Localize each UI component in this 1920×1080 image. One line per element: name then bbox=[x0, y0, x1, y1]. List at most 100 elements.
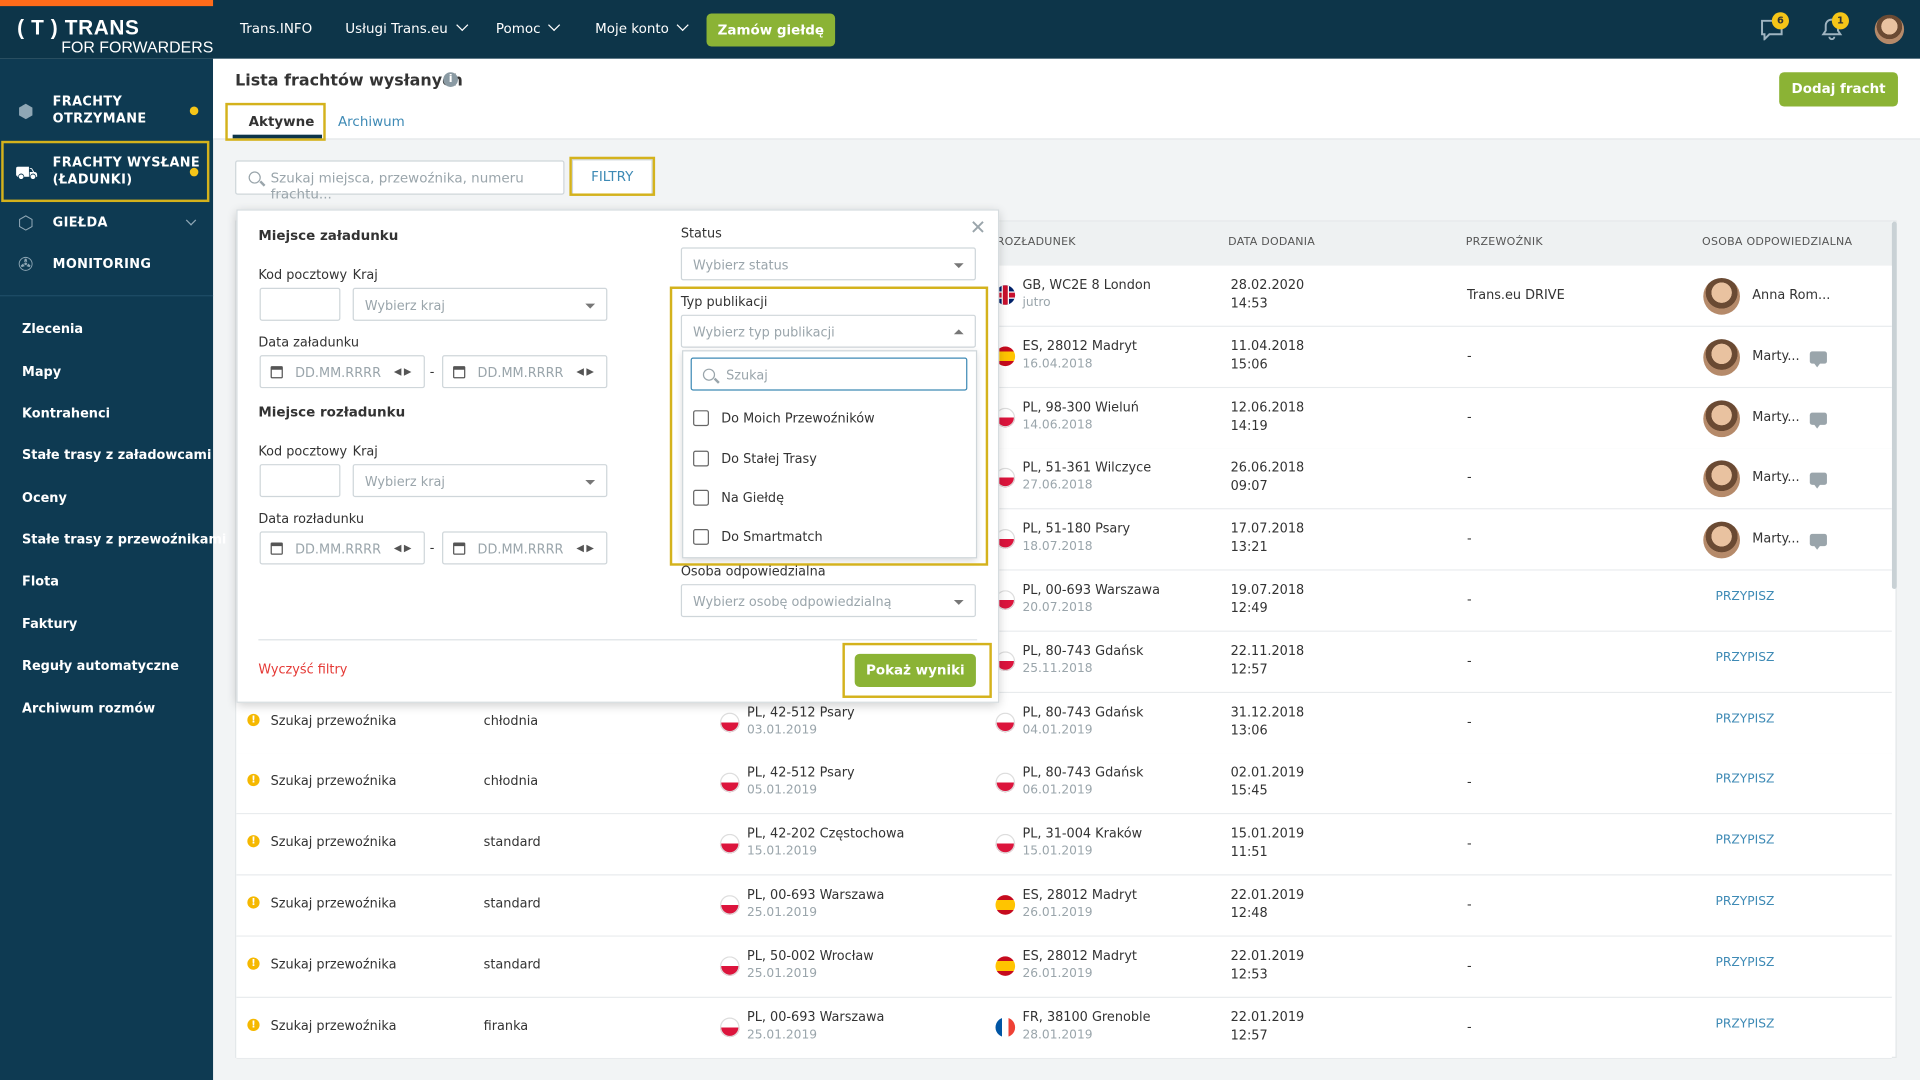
unload-date-from[interactable]: DD.MM.RRRR ◀▶ bbox=[259, 531, 425, 565]
flag-icon bbox=[995, 772, 1016, 793]
chat-icon[interactable] bbox=[1809, 533, 1827, 550]
load-postal-input[interactable] bbox=[259, 287, 341, 321]
chevron-down-icon bbox=[548, 19, 561, 32]
sidebar-link-stale-trasy-przewoznicy[interactable]: Stałe trasy z przewoźnikami bbox=[22, 532, 227, 548]
sidebar bbox=[0, 58, 214, 1080]
load-country-select[interactable]: Wybierz kraj bbox=[352, 287, 608, 321]
load-date-cell: 25.01.2019 bbox=[746, 906, 818, 920]
person-select[interactable]: Wybierz osobę odpowiedzialną bbox=[680, 584, 976, 618]
sidebar-link-archiwum-rozmow[interactable]: Archiwum rozmów bbox=[22, 701, 156, 717]
assign-link[interactable]: PRZYPISZ bbox=[1715, 712, 1775, 727]
option-do-moich-przewoznikow[interactable]: Do Moich Przewoźników bbox=[693, 410, 938, 430]
arrows-icon[interactable]: ◀▶ bbox=[393, 542, 414, 554]
added-date-cell: 02.01.2019 bbox=[1230, 765, 1305, 781]
tab-archiwum[interactable]: Archiwum bbox=[337, 113, 405, 130]
assign-link[interactable]: PRZYPISZ bbox=[1715, 651, 1775, 665]
chat-icon[interactable] bbox=[1809, 412, 1827, 429]
column-header-date-added[interactable]: DATA DODANIA bbox=[1228, 236, 1316, 249]
sidebar-link-faktury[interactable]: Faktury bbox=[22, 617, 78, 632]
close-icon[interactable]: ✕ bbox=[969, 215, 987, 239]
assign-link[interactable]: PRZYPISZ bbox=[1715, 833, 1775, 848]
tab-aktywne[interactable]: Aktywne bbox=[248, 113, 315, 130]
select-placeholder: Wybierz kraj bbox=[364, 475, 445, 490]
date-placeholder: DD.MM.RRRR bbox=[477, 542, 564, 558]
user-avatar[interactable] bbox=[1874, 14, 1905, 45]
flag-icon bbox=[995, 1017, 1016, 1038]
table-row[interactable] bbox=[236, 936, 1892, 998]
assign-link[interactable]: PRZYPISZ bbox=[1715, 895, 1775, 909]
checkbox[interactable] bbox=[693, 450, 709, 467]
nav-uslugi[interactable]: Usługi Trans.eu bbox=[345, 0, 468, 59]
option-do-stalej-trasy[interactable]: Do Stałej Trasy bbox=[693, 450, 938, 471]
filters-button[interactable]: FILTRY bbox=[571, 159, 653, 196]
sidebar-item-frachty-wyslane[interactable]: ⛟ FRACHTY WYSŁANE (ŁADUNKI) bbox=[0, 154, 213, 191]
carrier-cell: - bbox=[1466, 592, 1472, 608]
unload-place-cell: PL, 51-361 Wilczyce bbox=[1022, 460, 1152, 476]
sidebar-link-flota[interactable]: Flota bbox=[22, 574, 59, 589]
table-row[interactable] bbox=[236, 875, 1892, 937]
arrows-icon[interactable]: ◀▶ bbox=[576, 542, 597, 554]
load-date-to[interactable]: DD.MM.RRRR ◀▶ bbox=[442, 355, 608, 389]
flag-icon bbox=[720, 1017, 740, 1038]
flag-icon bbox=[995, 407, 1016, 428]
date-separator: - bbox=[429, 541, 435, 556]
sidebar-link-mapy[interactable]: Mapy bbox=[22, 364, 62, 380]
chat-icon[interactable] bbox=[1809, 351, 1827, 368]
load-date-from[interactable]: DD.MM.RRRR ◀▶ bbox=[259, 355, 425, 389]
pubtype-select[interactable]: Wybierz typ publikacji bbox=[680, 314, 976, 348]
column-header-carrier[interactable]: PRZEWOŹNIK bbox=[1465, 236, 1543, 249]
sidebar-link-kontrahenci[interactable]: Kontrahenci bbox=[22, 406, 110, 422]
page-title: Lista frachtów wysłanych bbox=[235, 72, 463, 91]
flag-icon bbox=[720, 772, 740, 793]
chat-icon[interactable] bbox=[1809, 472, 1827, 489]
date-placeholder: DD.MM.RRRR bbox=[295, 542, 382, 558]
column-header-unloading[interactable]: ROZŁADUNEK bbox=[996, 236, 1076, 249]
pubtype-search-input[interactable]: Szukaj bbox=[690, 357, 968, 391]
info-icon[interactable]: i bbox=[443, 72, 458, 87]
checkbox[interactable] bbox=[693, 489, 709, 506]
flag-icon bbox=[995, 528, 1016, 549]
sidebar-item-frachty-otrzymane[interactable]: ⬢ FRACHTY OTRZYMANE bbox=[0, 93, 213, 130]
assign-link[interactable]: PRZYPISZ bbox=[1715, 1017, 1775, 1032]
clear-filters-link[interactable]: Wyczyść filtry bbox=[258, 662, 348, 678]
sidebar-link-zlecenia[interactable]: Zlecenia bbox=[22, 322, 84, 337]
table-row[interactable] bbox=[236, 814, 1892, 876]
unload-country-select[interactable]: Wybierz kraj bbox=[352, 464, 608, 498]
nav-moje-konto[interactable]: Moje konto bbox=[595, 0, 690, 59]
option-na-gielde[interactable]: Na Giełdę bbox=[693, 489, 938, 510]
checkbox[interactable] bbox=[693, 410, 709, 427]
show-results-button[interactable]: Pokaż wyniki bbox=[854, 653, 976, 687]
sidebar-link-stale-trasy-zaladowcy[interactable]: Stałe trasy z załadowcami bbox=[22, 448, 212, 463]
assign-link[interactable]: PRZYPISZ bbox=[1715, 772, 1775, 787]
nav-trans-info[interactable]: Trans.INFO bbox=[240, 0, 312, 59]
table-row[interactable] bbox=[236, 997, 1892, 1060]
unload-date-to[interactable]: DD.MM.RRRR ◀▶ bbox=[442, 531, 608, 565]
sidebar-link-oceny[interactable]: Oceny bbox=[22, 491, 67, 506]
forklift-icon: ⛟ bbox=[14, 161, 38, 184]
sidebar-item-monitoring[interactable]: ✇ MONITORING bbox=[0, 253, 213, 275]
table-row[interactable] bbox=[236, 753, 1892, 815]
assign-link[interactable]: PRZYPISZ bbox=[1715, 956, 1775, 970]
arrows-icon[interactable]: ◀▶ bbox=[576, 366, 597, 378]
flag-icon bbox=[720, 895, 740, 915]
added-time-cell: 15:45 bbox=[1230, 783, 1268, 799]
unload-postal-input[interactable] bbox=[259, 464, 341, 498]
option-do-smartmatch[interactable]: Do Smartmatch bbox=[693, 528, 938, 549]
assign-link[interactable]: PRZYPISZ bbox=[1715, 590, 1775, 604]
column-header-person[interactable]: OSOBA ODPOWIEDZIALNA bbox=[1702, 236, 1853, 249]
order-exchange-button[interactable]: Zamów giełdę bbox=[706, 13, 836, 47]
search-input[interactable]: Szukaj miejsca, przewoźnika, numeru frac… bbox=[235, 160, 565, 202]
table-scrollbar[interactable] bbox=[1891, 221, 1897, 589]
sidebar-item-gielda[interactable]: ⬡ GIEŁDA bbox=[0, 212, 213, 234]
status-select[interactable]: Wybierz status bbox=[680, 247, 976, 281]
arrows-icon[interactable]: ◀▶ bbox=[393, 366, 414, 378]
date-placeholder: DD.MM.RRRR bbox=[477, 366, 564, 381]
unload-date-cell: 20.07.2018 bbox=[1022, 601, 1093, 615]
sidebar-link-reguly[interactable]: Reguły automatyczne bbox=[22, 658, 180, 674]
add-freight-button[interactable]: Dodaj fracht bbox=[1779, 72, 1898, 107]
added-date-cell: 22.01.2019 bbox=[1230, 1010, 1305, 1025]
logo[interactable]: ( T ) TRANS FOR FORWARDERS bbox=[17, 17, 213, 55]
tab-active-underline bbox=[232, 134, 323, 139]
checkbox[interactable] bbox=[693, 528, 709, 545]
nav-pomoc[interactable]: Pomoc bbox=[496, 0, 561, 59]
